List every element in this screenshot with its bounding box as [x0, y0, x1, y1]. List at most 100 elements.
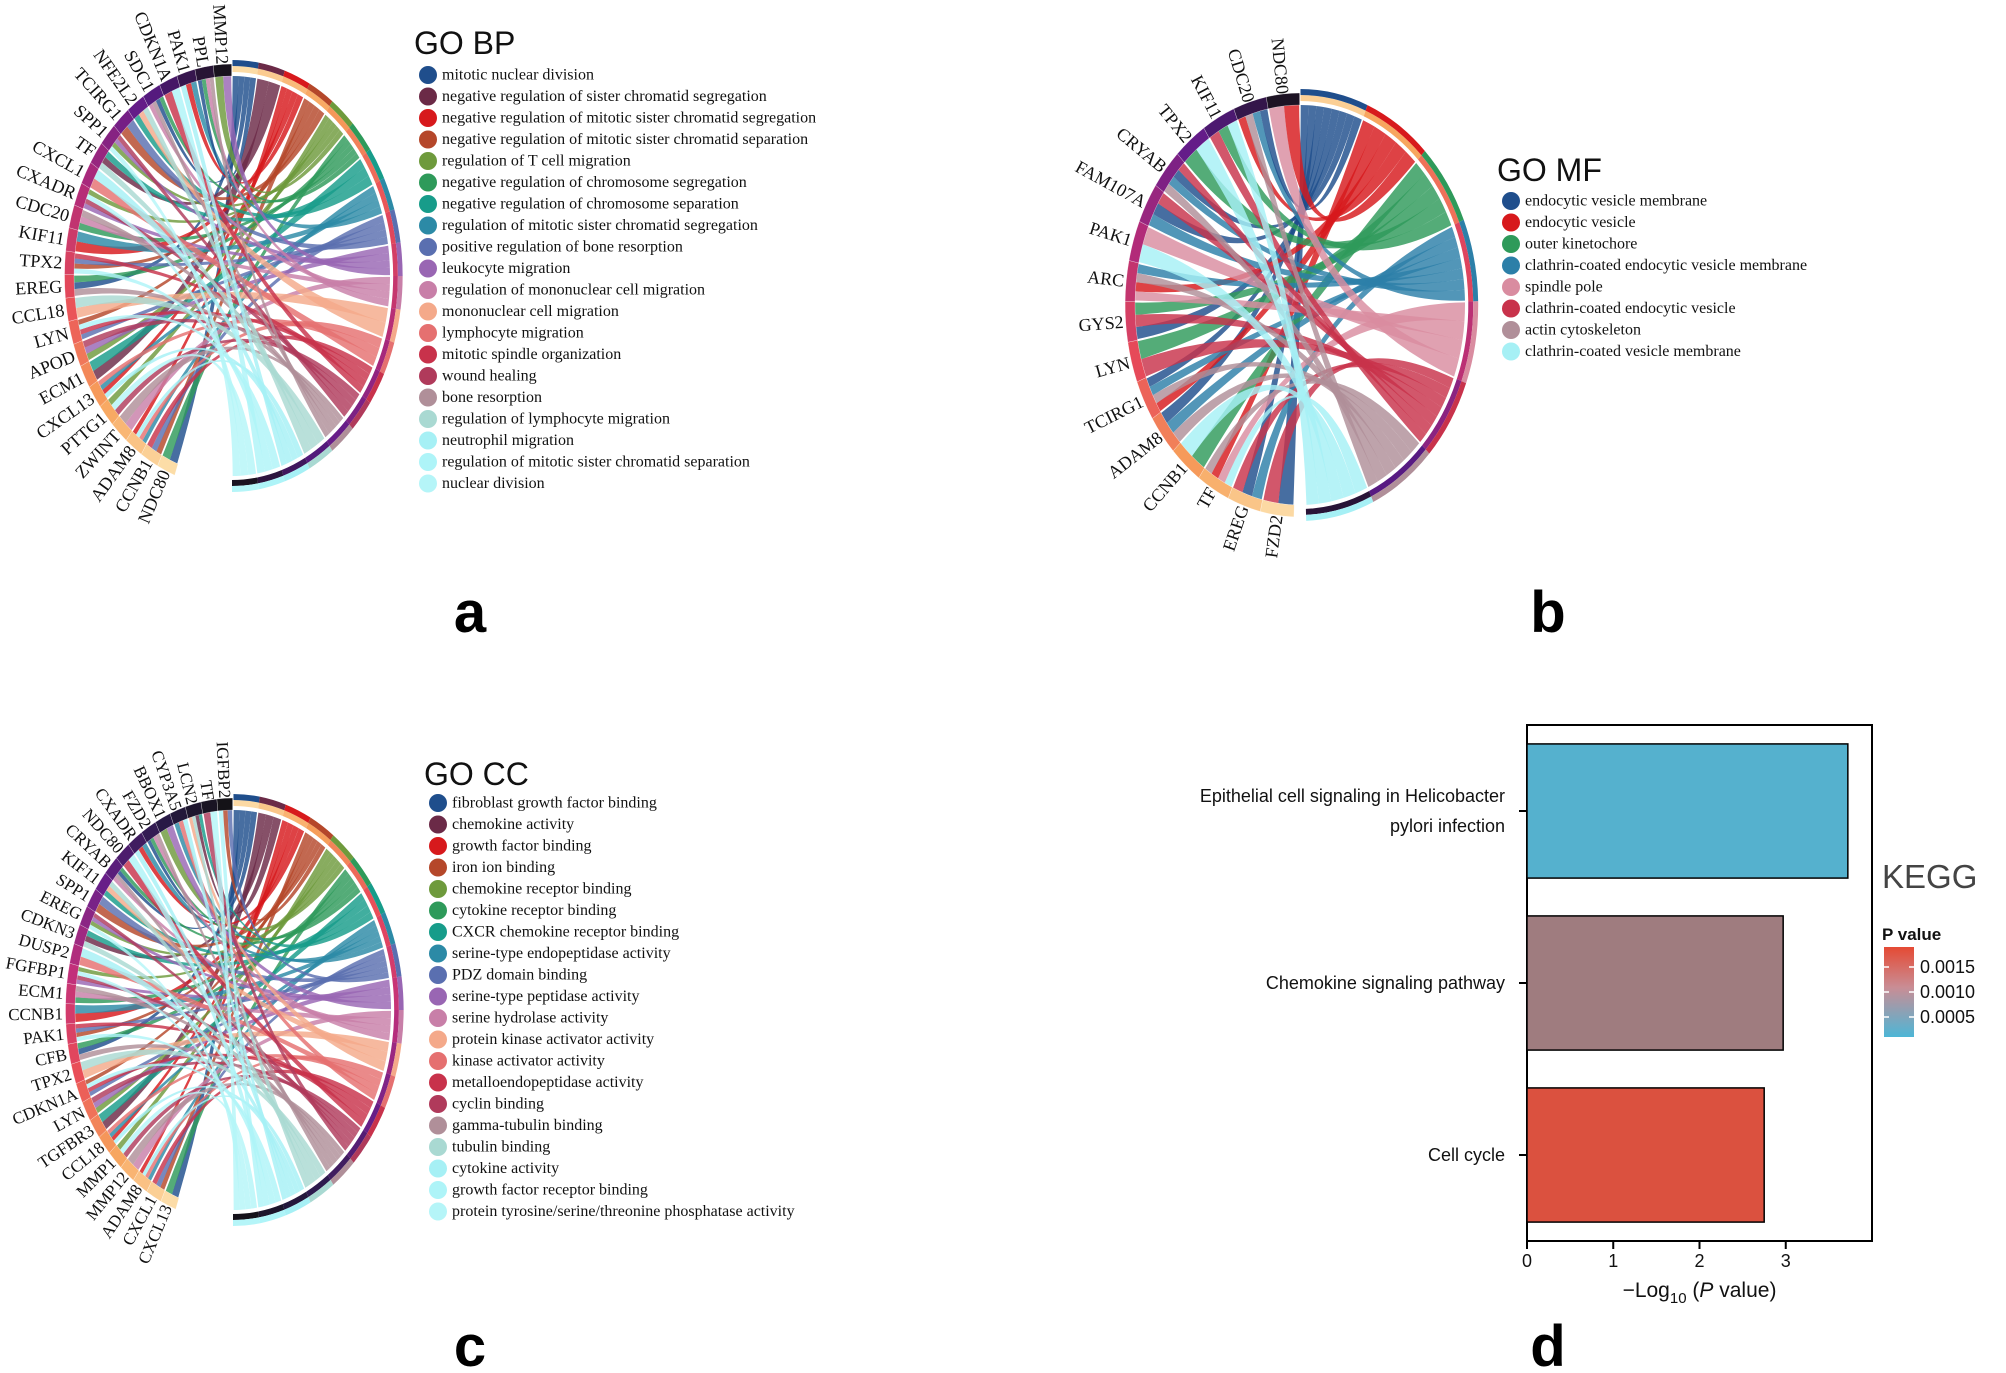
- term-arc-inner: [386, 945, 397, 979]
- legend-label: growth factor binding: [452, 838, 592, 855]
- term-arc: [349, 123, 371, 153]
- panel-b-go-mf-chord: [1125, 87, 1479, 521]
- legend-label: negative regulation of mitotic sister ch…: [442, 110, 816, 127]
- chord-ribbon: [1209, 131, 1427, 443]
- legend-label: bone resorption: [442, 389, 542, 406]
- legend-swatch: [419, 66, 437, 84]
- term-arc-inner: [345, 127, 367, 157]
- x-axis-label: −Log10 (P value): [1623, 1279, 1777, 1307]
- term-arc-inner: [375, 180, 390, 213]
- legend-label: neutrophil migration: [442, 432, 574, 449]
- term-arc-inner: [363, 1102, 381, 1134]
- term-arc: [329, 101, 353, 128]
- chord-ribbon: [89, 954, 387, 1097]
- chord-ribbon: [139, 820, 289, 1174]
- legend-label: metalloendopeptidase activity: [452, 1074, 644, 1091]
- chord-ribbon: [139, 321, 383, 441]
- term-arc-inner: [257, 68, 284, 82]
- term-arc: [283, 463, 310, 482]
- legend-title: GO MF: [1497, 152, 1602, 188]
- gene-label: IGFBP2: [213, 741, 235, 799]
- legend-label: mitotic nuclear division: [442, 67, 594, 84]
- term-arc-inner: [305, 88, 330, 111]
- term-arc: [390, 943, 402, 978]
- term-arc: [330, 835, 354, 862]
- colorbar-tick-label: 0.0010: [1920, 982, 1975, 1002]
- legend-swatch: [1502, 342, 1520, 361]
- term-arc-inner: [231, 66, 258, 75]
- gene-label: FAM107A: [1072, 157, 1150, 212]
- chord-ribbon: [99, 896, 389, 983]
- chord-ribbon: [180, 84, 288, 466]
- term-arc: [389, 209, 401, 244]
- term-arc: [390, 1042, 402, 1077]
- term-arc: [257, 475, 285, 490]
- legend-label: iron ion binding: [452, 859, 555, 876]
- chord-ribbon: [127, 119, 388, 250]
- term-arc-inner: [346, 861, 368, 891]
- legend-swatch: [429, 944, 447, 963]
- term-arc: [379, 177, 395, 212]
- gene-arc: [216, 797, 234, 812]
- legend-swatch: [429, 966, 447, 984]
- legend-swatch: [1502, 299, 1520, 318]
- chord-ribbon: [106, 885, 388, 1062]
- gene-label: ADAM8: [1104, 427, 1167, 482]
- chord-ribbon: [75, 825, 299, 1023]
- term-arc-inner: [281, 457, 308, 476]
- chord-ribbon: [111, 125, 340, 208]
- legend-label: outer kinetochore: [1525, 236, 1637, 253]
- legend-label: clathrin-coated endocytic vesicle: [1525, 300, 1736, 317]
- chord-ribbon: [100, 192, 378, 391]
- term-arc: [329, 424, 353, 451]
- gene-label: ECM1: [18, 980, 65, 1002]
- term-arc: [231, 60, 259, 69]
- chord-ribbons: [74, 810, 391, 1210]
- gene-label: TPX2: [19, 250, 63, 273]
- chord-ribbon: [162, 135, 348, 460]
- chord-ribbon: [76, 979, 391, 1001]
- term-arc: [257, 62, 285, 77]
- chord-ribbons: [73, 76, 390, 476]
- term-arc: [308, 1179, 334, 1203]
- legend-swatch: [419, 345, 437, 364]
- legend-title: GO BP: [414, 25, 515, 61]
- legend-swatch: [419, 367, 437, 385]
- gene-label: TPX2: [1154, 100, 1197, 146]
- legend-swatch: [419, 238, 437, 256]
- term-arc: [367, 883, 386, 915]
- category-label: Epithelial cell signaling in Helicobacte…: [1200, 786, 1505, 806]
- legend-swatch: [429, 880, 447, 898]
- term-arc-inner: [375, 339, 390, 372]
- term-arc-inner: [326, 420, 350, 446]
- legend-swatch: [429, 1202, 447, 1221]
- colorbar-tick-label: 0.0005: [1920, 1007, 1975, 1027]
- legend-swatch: [419, 324, 437, 342]
- chord-ribbon: [1148, 214, 1464, 286]
- term-arc-inner: [1363, 110, 1422, 160]
- chord-ribbon: [171, 87, 266, 474]
- gene-label: GYS2: [1078, 312, 1124, 336]
- term-arc: [308, 817, 334, 841]
- legend-swatch: [1502, 321, 1520, 339]
- x-tick-label: 2: [1694, 1251, 1704, 1271]
- chord-ribbon: [182, 818, 287, 1200]
- chord-ribbon: [123, 859, 365, 1127]
- chord-ribbon: [1149, 247, 1461, 396]
- term-arc: [1306, 496, 1374, 521]
- legend-swatch: [419, 453, 437, 471]
- term-arc: [1421, 150, 1464, 223]
- gene-arc: [64, 250, 76, 275]
- term-arc-inner: [258, 1204, 285, 1218]
- legend-label: PDZ domain binding: [452, 967, 587, 984]
- term-arc: [395, 242, 403, 276]
- category-label: pylori infection: [1390, 816, 1505, 836]
- legend-swatch: [429, 923, 447, 941]
- legend-swatch: [419, 259, 437, 278]
- legend-label: chemokine receptor binding: [452, 881, 632, 898]
- panel-b-legend: GO MF endocytic vesicle membrane endocytic…: [1497, 152, 1807, 361]
- legend-swatch: [1502, 213, 1520, 232]
- term-arc-inner: [1456, 301, 1474, 382]
- panel-a-legend: GO BP mitotic nuclear division negative re…: [414, 25, 816, 493]
- legend-swatch: [429, 1181, 447, 1199]
